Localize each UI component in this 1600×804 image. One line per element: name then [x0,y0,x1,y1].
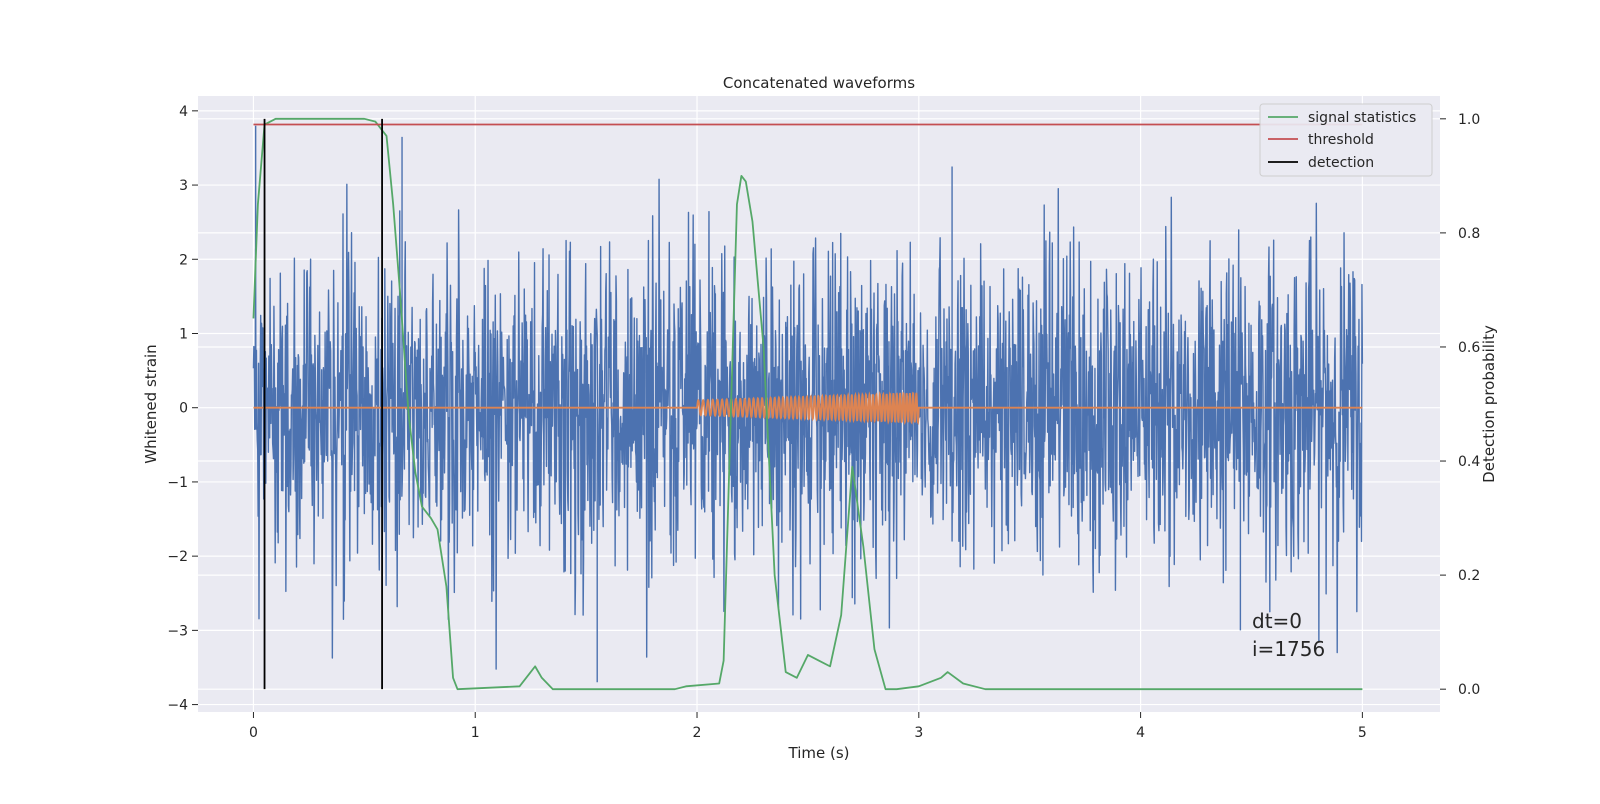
y-right-tick-label-0: 1.0 [1458,112,1480,128]
y-right-tick-label-3: 0.4 [1458,454,1480,470]
y-right-tick-label-5: 0.0 [1458,682,1480,698]
y-right-tick-label-1: 0.8 [1458,226,1480,242]
x-tick-label-1: 1 [471,725,480,741]
y-axis-label-left: Whitened strain [142,344,160,463]
injection-series-line [253,390,1363,426]
y-left-tick-label-8: −4 [167,698,188,714]
x-tick-label-5: 5 [1358,725,1367,741]
y-left-tick-label-2: 2 [179,252,188,268]
x-tick-label-4: 4 [1136,725,1145,741]
y-left-tick-label-1: 3 [179,178,188,194]
chart-title: Concatenated waveforms [723,74,915,92]
annotation-dt: dt=0 [1252,609,1302,633]
plot-area [252,117,1364,691]
legend-label-detection: detection [1308,155,1374,171]
statistics-series-line [252,117,1363,691]
legend-label-threshold: threshold [1308,132,1374,148]
y-left-tick-label-5: −1 [167,475,188,491]
y-left-tick-label-4: 0 [179,401,188,417]
legend-label-statistics: signal statistics [1308,110,1416,126]
y-left-tick-label-6: −2 [167,549,188,565]
legend-box [1259,103,1433,177]
x-tick-label-3: 3 [914,725,923,741]
x-axis-label: Time (s) [788,744,850,762]
y-left-tick-label-7: −3 [167,623,188,639]
y-right-tick-label-4: 0.2 [1458,568,1480,584]
x-tick-label-0: 0 [249,725,258,741]
legend: signal statistics threshold detection [1259,103,1433,177]
y-left-tick-label-0: 4 [179,104,188,120]
y-left-tick-label-3: 1 [179,326,188,342]
annotation-index: i=1756 [1252,637,1325,661]
ticks: 0 1 2 3 4 5 4 3 2 1 0 −1 −2 −3 −4 1.0 0.8 0.6 0.4 0.2 0.0 [167,104,1480,741]
y-axis-label-right: Detection probability [1480,325,1498,483]
x-tick-label-2: 2 [693,725,702,741]
y-right-tick-label-2: 0.6 [1458,340,1480,356]
